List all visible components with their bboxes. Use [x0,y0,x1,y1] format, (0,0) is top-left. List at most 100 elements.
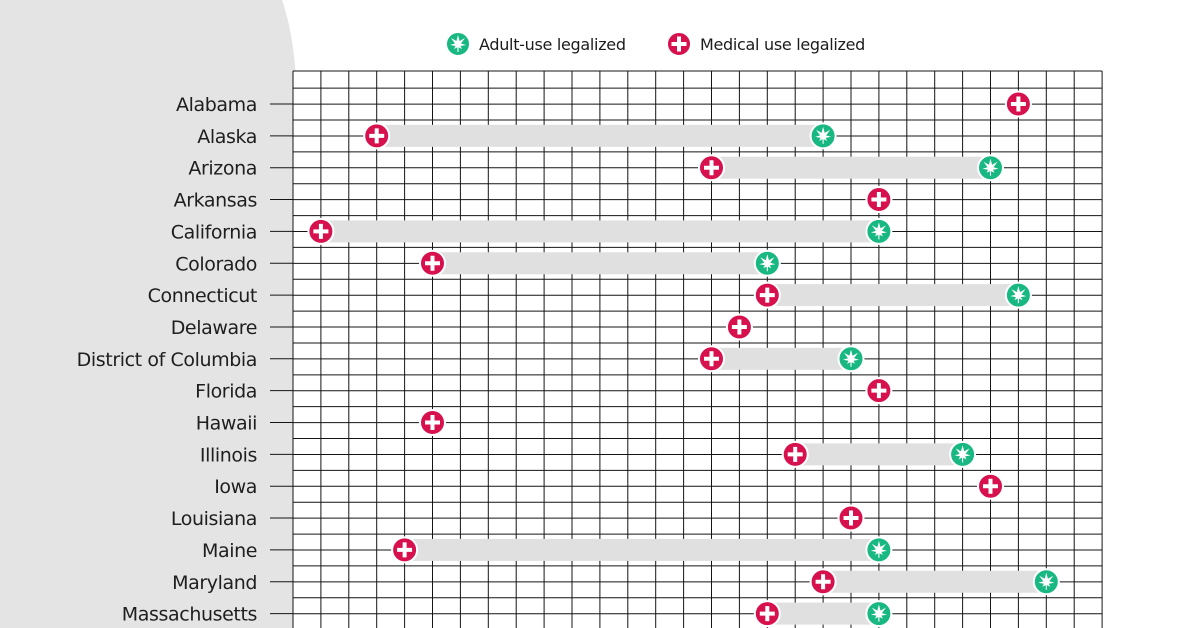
medical-marker [391,536,419,564]
state-row: Massachusetts [122,600,893,628]
state-label: Maine [202,540,257,562]
medical-marker [865,377,893,405]
medical-marker [753,600,781,628]
cannabis-leaf-icon [1038,572,1055,590]
range-bar [711,347,851,370]
state-label: Arizona [188,158,257,180]
legend-item-medical: Medical use legalized [666,30,865,58]
medical-marker [865,186,893,214]
cannabis-leaf-icon [870,604,887,622]
range-bar [823,570,1047,593]
state-label: Louisiana [171,508,257,530]
state-row: California [171,217,893,245]
state-row: Alaska [197,122,837,150]
plus-cross-icon [425,255,440,271]
plus-cross-icon [843,510,859,526]
state-label: Delaware [171,317,257,339]
range-bar [432,252,768,275]
state-row: Alabama [176,90,1032,118]
state-label: Florida [195,381,257,403]
state-label: Connecticut [148,285,257,307]
medical-marker [725,313,753,341]
state-label: Hawaii [196,413,257,435]
medical-marker [307,217,335,245]
plus-cross-icon [815,574,831,590]
plus-cross-icon [397,542,413,558]
range-bar [767,602,879,625]
state-row: Arizona [188,154,1004,182]
range-bar [711,156,991,179]
state-label: California [171,221,257,243]
cannabis-leaf-icon [1010,286,1027,304]
legend-label-adult: Adult-use legalized [479,34,626,54]
state-row: Hawaii [196,409,446,436]
medical-marker [419,409,446,436]
adult-marker [865,600,893,628]
state-row: District of Columbia [77,345,865,373]
state-row: Maine [202,536,893,564]
state-label: Colorado [175,253,257,275]
state-label: Alaska [197,126,257,148]
state-label: Maryland [172,572,257,594]
cannabis-leaf-icon [445,31,471,57]
medical-marker [809,568,837,596]
medical-marker [419,249,446,277]
state-label: District of Columbia [77,349,257,371]
plus-cross-icon [983,478,998,494]
adult-marker [809,122,837,150]
plus-cross-icon [1010,96,1026,112]
plus-cross-icon [731,319,747,335]
range-bar [376,124,824,147]
cannabis-leaf-icon [954,445,971,463]
adult-marker [949,440,977,468]
medical-marker [363,122,391,150]
adult-marker [977,154,1004,182]
adult-marker [865,536,893,564]
plus-cross-icon [787,446,803,462]
cannabis-leaf-icon [759,254,776,272]
plus-cross-icon [666,31,692,57]
state-row: Illinois [200,440,977,468]
state-label: Illinois [200,444,257,466]
medical-marker [698,345,725,373]
state-row: Louisiana [171,504,865,532]
state-row: Arkansas [174,186,893,214]
state-row: Florida [195,377,893,405]
plus-cross-icon [313,223,329,239]
state-label: Massachusetts [122,604,257,626]
adult-marker [1032,568,1060,596]
state-label: Iowa [214,476,257,498]
plus-cross-icon [704,160,719,176]
medical-marker [837,504,865,532]
cannabis-leaf-icon [815,126,832,144]
adult-marker [753,249,781,277]
state-row: Colorado [175,249,781,277]
cannabis-leaf-icon [843,349,859,367]
plus-cross-icon [871,383,887,399]
legend-item-adult: Adult-use legalized [445,30,626,58]
range-bar [795,443,963,466]
cannabis-leaf-icon [870,222,887,240]
adult-marker [865,217,893,245]
background-shape [0,0,298,628]
state-row: Delaware [171,313,753,341]
medical-marker [977,472,1004,500]
legend-label-medical: Medical use legalized [700,34,866,54]
adult-marker [1004,281,1032,309]
state-row: Connecticut [148,281,1032,309]
state-label: Alabama [176,94,257,116]
state-row: Maryland [172,568,1060,596]
plus-cross-icon [425,415,440,430]
cannabis-leaf-icon [982,158,999,176]
state-row: Iowa [214,472,1004,500]
medical-marker [781,440,809,468]
range-bar [404,538,879,561]
range-bar [320,220,879,243]
adult-marker [837,345,865,373]
medical-marker [1004,90,1032,118]
medical-marker [698,154,725,182]
plus-cross-icon [704,351,719,367]
plus-cross-icon [759,287,775,303]
plus-cross-icon [369,128,385,144]
